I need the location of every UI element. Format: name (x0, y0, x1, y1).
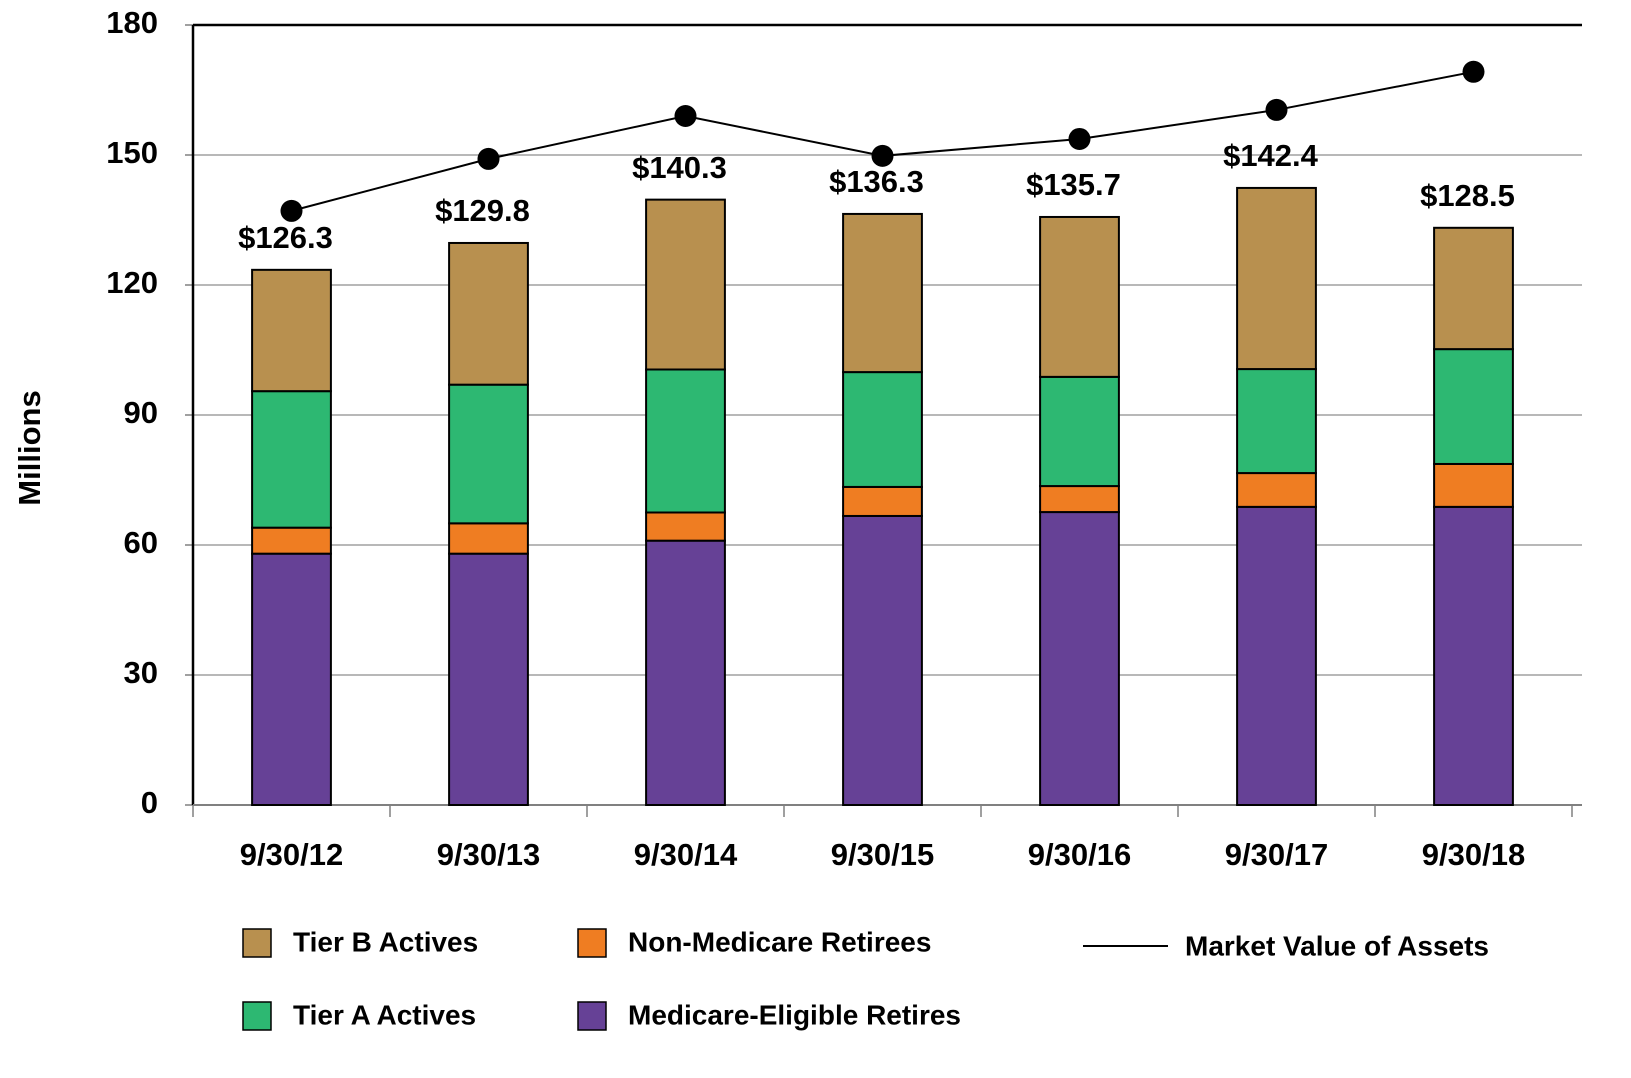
bar-segment (448, 552, 529, 807)
bar-segment (448, 241, 529, 386)
bar-segment (842, 371, 923, 488)
legend-swatch (577, 1001, 607, 1031)
bar-segment (842, 514, 923, 806)
line-marker (871, 144, 894, 167)
bar-segment (1236, 505, 1317, 806)
x-tick-label: 9/30/17 (1225, 837, 1328, 872)
bar-segment (448, 522, 529, 555)
total-label: $142.4 (1223, 138, 1319, 173)
x-tick-label: 9/30/13 (437, 837, 540, 872)
legend-label: Tier B Actives (293, 926, 478, 957)
x-tick-label: 9/30/12 (240, 837, 343, 872)
x-tick-label: 9/30/18 (1422, 837, 1525, 872)
legend-label: Market Value of Assets (1185, 930, 1489, 961)
total-label: $129.8 (435, 193, 530, 228)
line-marker (1462, 60, 1485, 83)
bar-segment (645, 198, 726, 371)
bar-segment (1236, 186, 1317, 371)
line-marker (280, 199, 303, 222)
bar-segment (1236, 368, 1317, 475)
y-tick-label: 0 (141, 785, 158, 820)
y-tick-label: 150 (106, 135, 158, 170)
bar-segment (1236, 472, 1317, 508)
line-marker (1265, 98, 1288, 121)
y-tick-label: 120 (106, 265, 158, 300)
total-label: $136.3 (829, 164, 924, 199)
y-axis-title: Millions (12, 390, 47, 505)
y-tick-label: 30 (124, 655, 158, 690)
bar-segment (1433, 505, 1514, 806)
legend-swatch (242, 928, 272, 958)
total-label: $135.7 (1026, 167, 1121, 202)
legend-swatch (242, 1001, 272, 1031)
bar-segment (842, 212, 923, 374)
bar-segment (1433, 462, 1514, 508)
legend-swatch (577, 928, 607, 958)
y-tick-label: 180 (106, 5, 158, 40)
bar-segment (1039, 485, 1120, 514)
legend-label: Tier A Actives (293, 999, 476, 1030)
total-label: $140.3 (632, 150, 727, 185)
x-tick-label: 9/30/16 (1028, 837, 1131, 872)
bar-segment (842, 485, 923, 517)
line-marker (477, 147, 500, 170)
bar-segment (1433, 226, 1514, 351)
bar-segment (448, 383, 529, 525)
x-tick-label: 9/30/15 (831, 837, 934, 872)
bar-segment (1039, 215, 1120, 378)
bar-segment (251, 526, 332, 555)
total-label: $126.3 (238, 220, 333, 255)
bar-segment (645, 539, 726, 807)
bar-segment (251, 390, 332, 529)
y-tick-label: 60 (124, 525, 158, 560)
bar-segment (251, 268, 332, 393)
bar-segment (645, 511, 726, 542)
bar-segment (645, 368, 726, 514)
x-tick-label: 9/30/14 (634, 837, 738, 872)
bar-segment (251, 552, 332, 807)
line-marker (1068, 127, 1091, 150)
legend-label: Non-Medicare Retirees (628, 926, 931, 957)
bar-segment (1039, 511, 1120, 806)
line-marker (674, 105, 697, 127)
total-label: $128.5 (1420, 178, 1515, 213)
bar-segment (1433, 348, 1514, 465)
legend-label: Medicare-Eligible Retires (628, 999, 961, 1030)
y-tick-label: 90 (124, 395, 158, 430)
bar-segment (1039, 375, 1120, 488)
